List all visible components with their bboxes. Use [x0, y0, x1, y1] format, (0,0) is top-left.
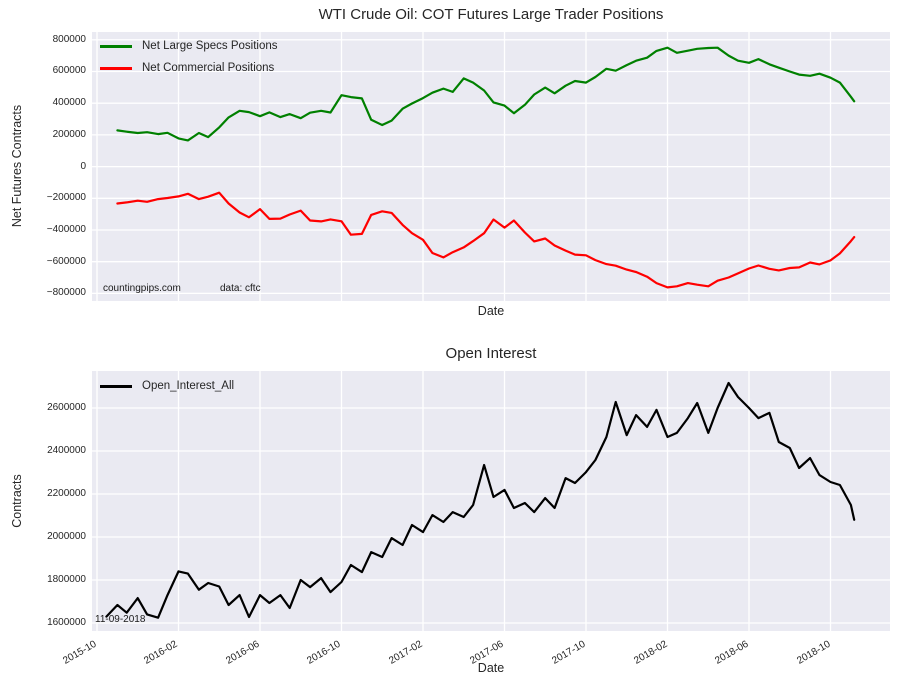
legend-line-swatch [100, 384, 132, 388]
y-tick-label: 600000 [52, 65, 86, 77]
y-tick-label: 2400000 [47, 445, 86, 456]
legend-label: Open_Interest_All [142, 380, 235, 392]
legend-line-swatch [100, 66, 132, 70]
y-tick-label: 800000 [52, 33, 86, 45]
legend-label: Net Large Specs Positions [142, 40, 278, 52]
y-tick-label: 2600000 [47, 401, 86, 413]
line-net-large-specs-positions [116, 46, 856, 142]
y-tick-label: 1600000 [47, 617, 86, 629]
legend-line-swatch [100, 44, 132, 48]
report-date-text: 11-09-2018 [95, 614, 146, 625]
legend: Open_Interest_All [100, 378, 234, 394]
y-tick-label: 2000000 [47, 531, 86, 543]
x-axis-label: Date [477, 661, 505, 675]
legend-item: Net Commercial Positions [100, 60, 278, 76]
line-open-interest-all [105, 381, 856, 619]
y-tick-label: 2200000 [47, 488, 86, 499]
y-tick-label: 0 [80, 160, 86, 172]
legend-item: Net Large Specs Positions [100, 38, 278, 54]
open-interest-plot-area [92, 371, 890, 631]
y-tick-label: −600000 [46, 255, 86, 267]
legend-label: Net Commercial Positions [142, 62, 275, 74]
y-tick-label: 1800000 [47, 574, 86, 586]
chart-title: WTI Crude Oil: COT Futures Large Trader … [318, 6, 664, 23]
y-tick-label: −200000 [46, 192, 86, 204]
y-tick-label: −400000 [46, 223, 86, 235]
y-tick-label: 200000 [52, 128, 86, 140]
watermark-text: countingpips.com [103, 283, 181, 294]
y-tick-label: −800000 [46, 287, 86, 299]
y-tick-label: 400000 [52, 97, 86, 109]
y-axis-label: Contracts [10, 474, 24, 528]
plot-background [92, 371, 890, 631]
legend-item: Open_Interest_All [100, 378, 234, 394]
line-net-commercial-positions [116, 191, 856, 289]
data-source-text: data: cftc [220, 283, 261, 294]
cot-positions-plot-area [92, 32, 890, 301]
x-axis-label: Date [477, 304, 505, 318]
chart-title: Open Interest [445, 345, 537, 362]
legend: Net Large Specs Positions Net Commercial … [100, 38, 278, 76]
